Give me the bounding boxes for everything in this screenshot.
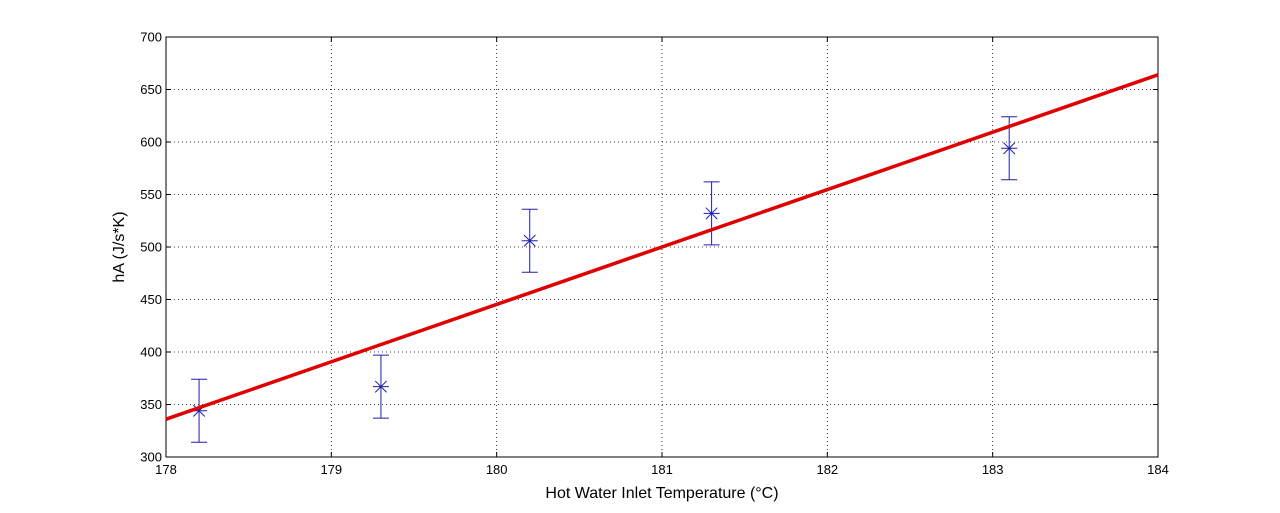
data-point xyxy=(1001,116,1018,181)
y-axis-label: hA (J/s*K) xyxy=(111,211,128,282)
x-axis-label: Hot Water Inlet Temperature (°C) xyxy=(545,485,778,502)
data-point xyxy=(372,354,389,419)
x-tick-label: 181 xyxy=(651,462,673,477)
data-point xyxy=(191,378,208,443)
x-tick-label: 182 xyxy=(816,462,838,477)
x-tick-label: 178 xyxy=(155,462,177,477)
y-tick-label: 350 xyxy=(140,397,162,412)
y-tick-label: 550 xyxy=(140,187,162,202)
x-tick-label: 183 xyxy=(982,462,1004,477)
fit-line xyxy=(165,73,1159,421)
x-tick-label: 180 xyxy=(486,462,508,477)
x-tick-label: 184 xyxy=(1147,462,1169,477)
asterisk-marker xyxy=(705,207,718,220)
y-tick-label: 300 xyxy=(140,450,162,465)
x-tick-label: 179 xyxy=(320,462,342,477)
y-tick-label: 400 xyxy=(140,345,162,360)
y-tick-label: 650 xyxy=(140,82,162,97)
asterisk-marker xyxy=(523,234,536,247)
y-tick-label: 450 xyxy=(140,292,162,307)
plot-series xyxy=(165,73,1159,443)
data-point xyxy=(521,208,538,273)
y-tick-label: 500 xyxy=(140,240,162,255)
y-tick-label: 700 xyxy=(140,30,162,45)
y-tick-label: 600 xyxy=(140,135,162,150)
asterisk-marker xyxy=(374,380,387,393)
asterisk-marker xyxy=(1003,142,1016,155)
data-point xyxy=(703,181,720,246)
axis-ticks: 178 179 180 181 182 183 184 300 350 400 450 500 550 6… xyxy=(140,30,1169,478)
